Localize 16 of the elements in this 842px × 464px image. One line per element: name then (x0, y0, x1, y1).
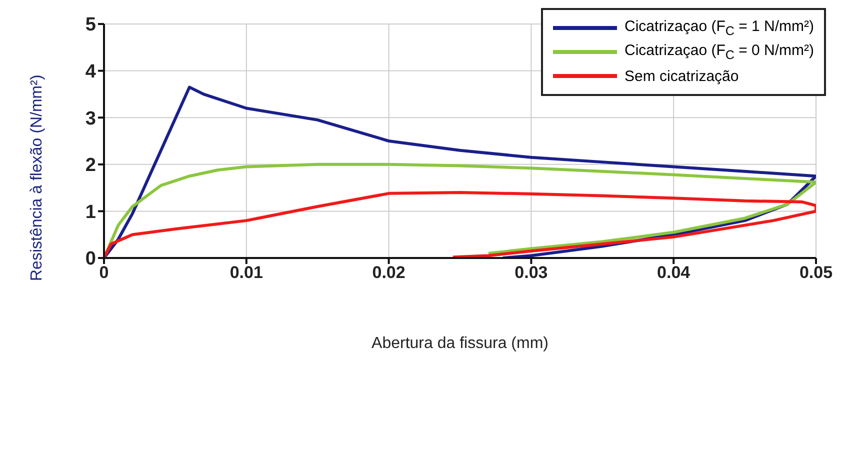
x-tick-label: 0.05 (799, 263, 833, 282)
y-tick-label: 2 (85, 155, 96, 176)
x-axis-title: Abertura da fissura (mm) (372, 335, 548, 352)
legend-label: Sem cicatrização (624, 68, 739, 84)
legend-label: Cicatrizaçao (F$_{C}$ = 1 N/mm²) (624, 18, 814, 38)
y-tick-label: 5 (85, 14, 96, 36)
x-tick-label: 0.02 (372, 263, 406, 282)
x-tick-label: 0.01 (230, 263, 263, 282)
y-tick-label: 3 (85, 108, 96, 130)
y-tick-label: 1 (85, 202, 96, 223)
x-tick-label: 0.04 (657, 263, 691, 282)
x-tick-label: 0.03 (514, 263, 548, 282)
y-axis-title: Resistência à flexão (N/mm²) (28, 74, 46, 281)
y-tick-label: 4 (85, 62, 96, 83)
x-tick-label: 0 (99, 263, 109, 282)
legend-label: Cicatrizaçao (F$_{C}$ = 0 N/mm²) (624, 42, 814, 62)
